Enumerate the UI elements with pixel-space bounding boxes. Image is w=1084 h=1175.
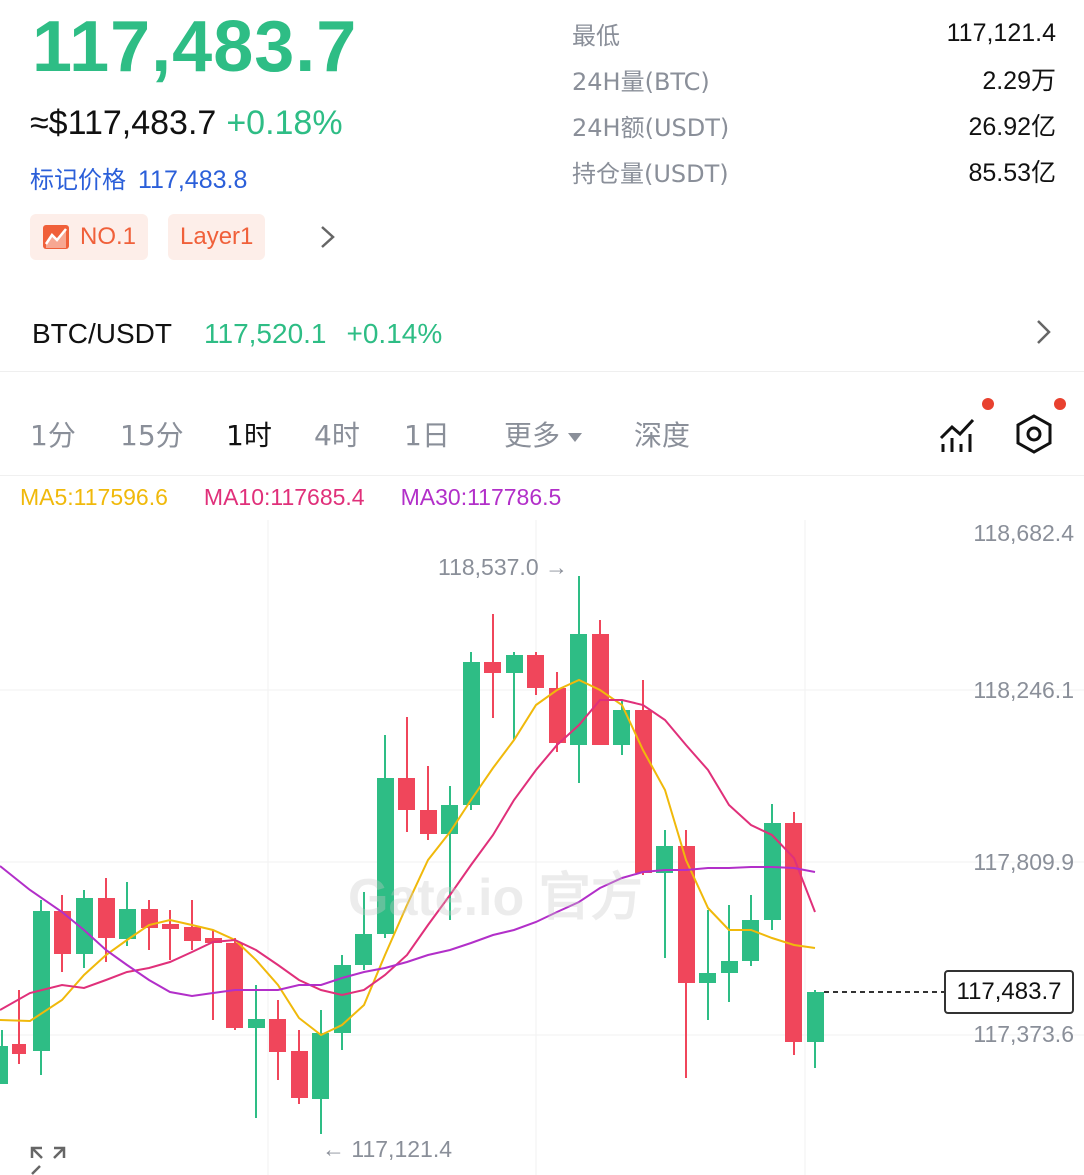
tab-1d[interactable]: 1日 [404, 419, 450, 452]
tab-4h[interactable]: 4时 [314, 419, 360, 452]
pair-price: 117,520.1 [204, 317, 327, 349]
caret-down-icon [568, 432, 583, 442]
stat-key: 最低 [572, 21, 620, 50]
tag-category[interactable]: Layer1 [168, 214, 266, 260]
ma30-line [0, 865, 816, 998]
y-axis-label: 118,682.4 [973, 520, 1074, 546]
stat-value: 117,121.4 [946, 18, 1056, 47]
stat-key: 持仓量(USDT) [572, 159, 729, 188]
tab-1h[interactable]: 1时 [226, 419, 272, 452]
change-percent: +0.18% [226, 104, 343, 142]
tag-list: NO.1 Layer1 [30, 214, 266, 260]
tab-more-label: 更多 [504, 419, 561, 452]
stat-row: 持仓量(USDT) 85.53亿 [572, 148, 1056, 194]
mark-price-value: 117,483.8 [138, 166, 248, 194]
tag-rank-label: NO.1 [80, 223, 137, 250]
ma5-line [0, 678, 816, 1037]
stat-value: 26.92亿 [968, 113, 1056, 141]
tag-rank[interactable]: NO.1 [30, 214, 149, 260]
pair-name: BTC/USDT [32, 317, 172, 349]
tag-category-label: Layer1 [180, 223, 254, 250]
ma5-value: MA5:117596.6 [20, 484, 168, 510]
chevron-right-icon[interactable] [316, 222, 340, 252]
tab-depth[interactable]: 深度 [634, 419, 691, 452]
usd-price-line: ≈$117,483.7 +0.18% [30, 104, 343, 143]
interval-tabs: 1分 15分 1时 4时 1日 更多 深度 [0, 396, 1084, 476]
watermark-logo: Gate.io 官方 [348, 869, 643, 927]
stats-panel: 最低 117,121.4 24H量(BTC) 2.29万 24H额(USDT) … [572, 10, 1056, 194]
chart-grid [0, 520, 1084, 1175]
ma10-value: MA10:117685.4 [203, 484, 365, 510]
usd-price: ≈$117,483.7 [30, 104, 217, 142]
stat-key: 24H额(USDT) [572, 113, 730, 142]
stat-value: 2.29万 [982, 67, 1056, 95]
settings-icon[interactable] [1012, 412, 1056, 456]
trending-chart-icon [43, 225, 69, 249]
spot-pair-row[interactable]: BTC/USDT 117,520.1 +0.14% [0, 296, 1084, 372]
candles [0, 576, 824, 1134]
tab-more[interactable]: 更多 [504, 414, 583, 454]
indicator-icon[interactable] [938, 414, 978, 454]
candlestick-chart[interactable] [0, 520, 1084, 1175]
pair-change: +0.14% [346, 317, 443, 349]
stat-value: 85.53亿 [968, 159, 1056, 187]
y-axis-label: 117,809.9 [973, 849, 1074, 875]
last-price: 117,483.7 [32, 7, 358, 87]
mark-price-label: 标记价格 [30, 166, 126, 194]
y-axis-label: 117,373.6 [973, 1021, 1074, 1047]
stat-row: 24H量(BTC) 2.29万 [572, 56, 1056, 102]
notification-dot [1054, 398, 1066, 410]
tab-1m[interactable]: 1分 [30, 419, 76, 452]
stat-row: 最低 117,121.4 [572, 10, 1056, 56]
fullscreen-icon[interactable] [30, 1146, 66, 1175]
stat-row: 24H额(USDT) 26.92亿 [572, 102, 1056, 148]
ticker-header: 117,483.7 ≈$117,483.7 +0.18% 标记价格 117,483.… [0, 0, 1084, 290]
chevron-right-icon[interactable] [1032, 316, 1056, 348]
tab-15m[interactable]: 15分 [120, 419, 184, 452]
ma30-value: MA30:117786.5 [400, 484, 562, 510]
high-annotation: 118,537.0 → [438, 554, 569, 580]
notification-dot [982, 398, 994, 410]
last-price-tag: 117,483.7 [944, 970, 1074, 1014]
mark-price[interactable]: 标记价格 117,483.8 [30, 160, 247, 195]
ma10-line [0, 699, 816, 1011]
ma-legend: MA5:117596.6 MA10:117685.4 MA30:117786.5 [20, 484, 561, 511]
stat-key: 24H量(BTC) [572, 67, 710, 96]
low-annotation: ← 117,121.4 [322, 1136, 453, 1162]
y-axis-label: 118,246.1 [973, 677, 1074, 703]
